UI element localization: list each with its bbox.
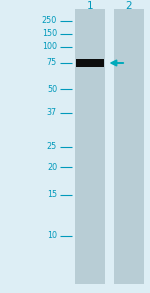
Text: 150: 150 (42, 29, 57, 38)
Bar (75, 9, 105, 284)
Text: 1: 1 (87, 1, 93, 11)
Text: 250: 250 (42, 16, 57, 25)
Text: 2: 2 (126, 1, 132, 11)
Text: 10: 10 (47, 231, 57, 240)
Text: 75: 75 (47, 59, 57, 67)
Text: 37: 37 (47, 108, 57, 117)
Text: 15: 15 (47, 190, 57, 199)
Text: 100: 100 (42, 42, 57, 51)
Text: 50: 50 (47, 85, 57, 94)
Bar (76, 59, 104, 67)
Bar (114, 9, 144, 284)
Text: 25: 25 (47, 142, 57, 151)
Text: 20: 20 (47, 163, 57, 171)
